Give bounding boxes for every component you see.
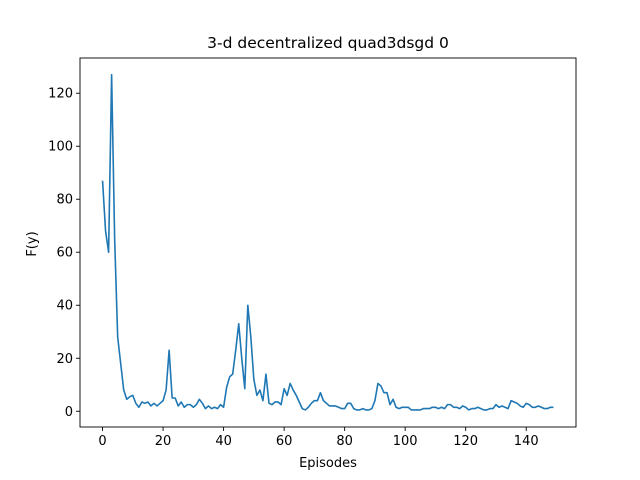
x-tick-label: 140 (514, 434, 539, 449)
y-tick-label: 20 (56, 352, 73, 367)
chart-title: 3-d decentralized quad3dsgd 0 (207, 34, 449, 52)
x-tick-label: 40 (215, 434, 232, 449)
x-tick-label: 60 (276, 434, 293, 449)
y-tick-label: 120 (48, 87, 73, 102)
x-tick-label: 0 (98, 434, 106, 449)
x-tick-label: 80 (336, 434, 353, 449)
plot-area (79, 57, 577, 428)
y-tick-label: 60 (56, 246, 73, 261)
axes-frame (79, 57, 577, 428)
x-axis-ticks: 0 20 40 60 80 100 120 140 (98, 427, 539, 449)
y-axis-label: F(y) (25, 231, 40, 256)
y-axis-ticks: 0 20 40 60 80 100 120 (48, 87, 80, 420)
y-tick-label: 80 (56, 193, 73, 208)
series-line (101, 73, 554, 411)
y-tick-label: 40 (56, 299, 73, 314)
x-tick-label: 100 (393, 434, 418, 449)
y-tick-label: 0 (65, 405, 73, 420)
x-tick-label: 20 (155, 434, 172, 449)
x-axis-label: Episodes (299, 456, 357, 471)
x-tick-label: 120 (453, 434, 478, 449)
y-tick-label: 100 (48, 140, 73, 155)
